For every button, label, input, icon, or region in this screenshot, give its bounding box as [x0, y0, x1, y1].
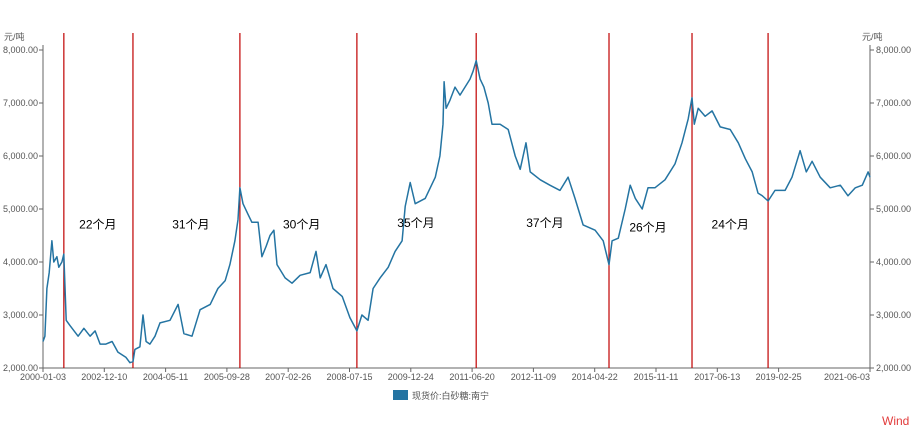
y-tick-label-right: 8,000.00: [876, 45, 911, 55]
y-tick-label-right: 6,000.00: [876, 151, 911, 161]
axes: 2,000.00 2,000.00 3,000.00 3,000.00 4,000.00…: [3, 45, 911, 382]
y-tick-label-left: 5,000.00: [3, 204, 38, 214]
y-tick-label-right: 3,000.00: [876, 310, 911, 320]
x-tick-label: 2009-12-24: [388, 372, 434, 382]
cycle-duration-label: 30个月: [283, 218, 320, 232]
cycle-duration-label: 24个月: [712, 218, 749, 232]
y-tick-label-left: 8,000.00: [3, 45, 38, 55]
x-tick-label: 2019-02-25: [756, 372, 802, 382]
price-series-line: [42, 59, 871, 364]
cycle-duration-label: 31个月: [172, 218, 209, 232]
y-tick-label-left: 3,000.00: [3, 310, 38, 320]
legend-label: 现货价:白砂糖:南宁: [412, 390, 489, 401]
wind-watermark: Wind: [882, 414, 909, 428]
y-tick-label-right: 7,000.00: [876, 98, 911, 108]
cycle-duration-label: 35个月: [397, 216, 434, 230]
y-tick-label-left: 2,000.00: [3, 363, 38, 373]
y-tick-label-right: 2,000.00: [876, 363, 911, 373]
x-tick-label: 2000-01-03: [20, 372, 66, 382]
x-tick-label: 2008-07-15: [326, 372, 372, 382]
x-tick-label: 2017-06-13: [694, 372, 740, 382]
cycle-duration-label: 22个月: [79, 218, 116, 232]
x-tick-label: 2011-06-20: [449, 372, 494, 382]
x-tick-label: 2012-11-09: [511, 372, 556, 382]
y-tick-label-left: 7,000.00: [3, 98, 38, 108]
legend[interactable]: 现货价:白砂糖:南宁: [393, 390, 489, 401]
cycle-duration-label: 37个月: [526, 216, 563, 230]
y-tick-label-left: 6,000.00: [3, 151, 38, 161]
x-tick-label: 2014-04-22: [572, 372, 618, 382]
y-tick-label-right: 4,000.00: [876, 257, 911, 267]
x-tick-label: 2015-11-11: [634, 372, 679, 382]
cycle-annotations: 22个月 31个月 30个月 35个月 37个月 26个月 24个月: [79, 216, 749, 234]
x-tick-label: 2021-06-03: [824, 372, 870, 382]
x-tick-label: 2002-12-10: [81, 372, 127, 382]
cycle-duration-label: 26个月: [629, 220, 666, 234]
y-tick-label-right: 5,000.00: [876, 204, 911, 214]
cycle-markers: [63, 33, 769, 368]
x-tick-label: 2005-09-28: [204, 372, 250, 382]
y-tick-label-left: 4,000.00: [3, 257, 38, 267]
x-tick-label: 2007-02-26: [265, 372, 311, 382]
y-axis-unit-left: 元/吨: [4, 31, 25, 42]
y-axis-unit-right: 元/吨: [862, 31, 883, 42]
x-tick-label: 2004-05-11: [143, 372, 188, 382]
legend-swatch: [393, 390, 408, 400]
